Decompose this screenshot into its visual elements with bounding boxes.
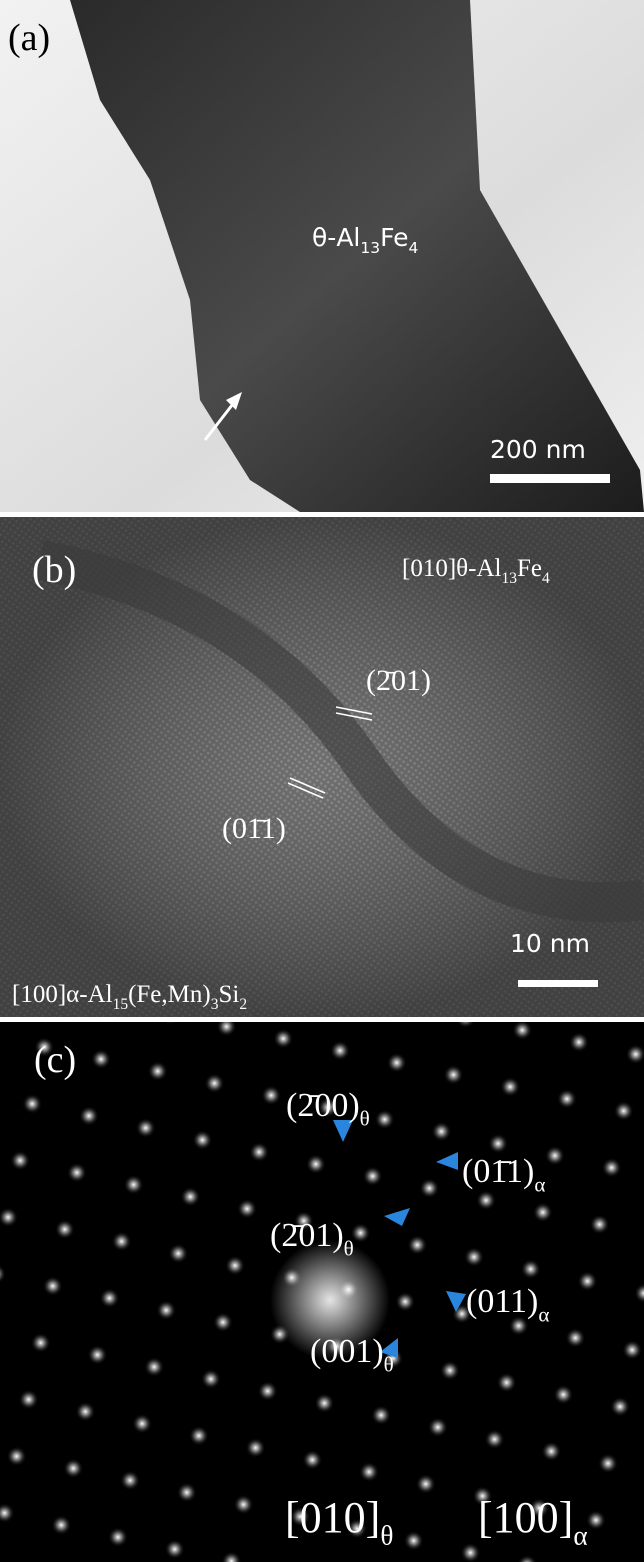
spot-label: (001)θ	[310, 1333, 394, 1377]
spot-label: (2̄01)θ	[270, 1217, 354, 1261]
spot-label: (2̄00)θ	[286, 1087, 370, 1131]
text-part: [010]θ-Al	[402, 555, 502, 582]
text-part: (2̄00)	[286, 1087, 360, 1124]
spot-label: (011)α	[466, 1283, 549, 1327]
subscript: α	[573, 1520, 587, 1550]
zone-axis: [100]α	[478, 1493, 588, 1550]
panel-label: (a)	[8, 17, 50, 59]
text-part: (011)	[466, 1283, 538, 1320]
figure: (a)θ-Al13Fe4200 nm(b)[010]θ-Al13Fe4(2̄01…	[0, 0, 644, 1562]
text-part: Si	[218, 981, 239, 1008]
scale-bar	[518, 980, 598, 987]
scale-label: 10 nm	[510, 929, 590, 958]
subscript: 13	[360, 239, 380, 257]
scale-bar	[490, 474, 610, 483]
subscript: θ	[384, 1353, 394, 1377]
text-part: θ-Al	[312, 223, 360, 252]
text-part: [100]	[478, 1493, 573, 1542]
subscript: 4	[542, 570, 550, 587]
text-part: Fe	[517, 555, 542, 582]
subscript: θ	[360, 1107, 370, 1131]
panel-label: (b)	[32, 549, 76, 591]
subscript: α	[538, 1303, 549, 1327]
spot-label: (01̄1)α	[462, 1153, 545, 1197]
subscript: 2	[239, 996, 247, 1013]
plane-label: (01̄1)	[222, 812, 286, 845]
zone-axis: [010]θ	[285, 1493, 393, 1550]
subscript: 15	[113, 996, 129, 1013]
subscript: α	[534, 1173, 545, 1197]
plane-label: (2̄01)	[366, 664, 431, 697]
panel-label: (c)	[34, 1039, 76, 1081]
text-part: [010]	[285, 1493, 380, 1542]
text-part: (001)	[310, 1333, 384, 1370]
text-part: (01̄1)	[462, 1153, 534, 1190]
text-part: [100]α-Al	[12, 981, 113, 1008]
subscript: 4	[409, 239, 419, 257]
subscript: θ	[344, 1237, 354, 1261]
text-part: (Fe,Mn)	[128, 981, 211, 1008]
subscript: θ	[380, 1520, 393, 1550]
text-part: (2̄01)	[270, 1217, 344, 1254]
subscript: 13	[501, 570, 517, 587]
text-part: Fe	[380, 223, 408, 252]
scale-label: 200 nm	[490, 435, 586, 464]
